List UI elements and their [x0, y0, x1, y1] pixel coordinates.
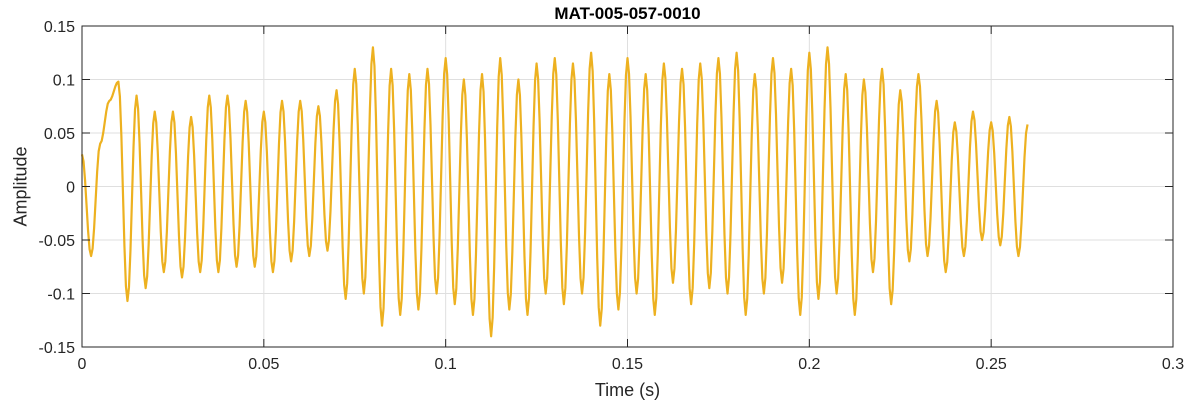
y-axis-label: Amplitude — [10, 146, 30, 226]
series-line — [80, 46, 1029, 338]
y-tick-label: 0 — [66, 180, 75, 197]
x-axis-ticks: 0 0.05 0.1 0.15 0.2 0.25 0.3 — [78, 26, 1184, 373]
x-tick-label: 0 — [78, 356, 87, 373]
y-tick-label: -0.15 — [39, 340, 76, 357]
x-tick-label: 0.05 — [248, 356, 279, 373]
chart-title: MAT-005-057-0010 — [554, 4, 700, 23]
series-layer — [80, 46, 1029, 338]
y-tick-label: -0.05 — [39, 233, 76, 250]
x-axis-label: Time (s) — [595, 380, 660, 400]
y-tick-label: -0.1 — [47, 287, 75, 304]
x-tick-label: 0.3 — [1162, 356, 1184, 373]
y-axis-ticks: -0.15 -0.1 -0.05 0 0.05 0.1 0.15 — [39, 19, 1173, 357]
y-tick-label: 0.1 — [53, 73, 75, 90]
y-tick-label: 0.05 — [44, 126, 75, 143]
y-tick-label: 0.15 — [44, 19, 75, 36]
x-tick-label: 0.25 — [976, 356, 1007, 373]
gridlines — [82, 26, 1173, 347]
x-tick-label: 0.2 — [798, 356, 820, 373]
x-tick-label: 0.15 — [612, 356, 643, 373]
x-tick-label: 0.1 — [435, 356, 457, 373]
